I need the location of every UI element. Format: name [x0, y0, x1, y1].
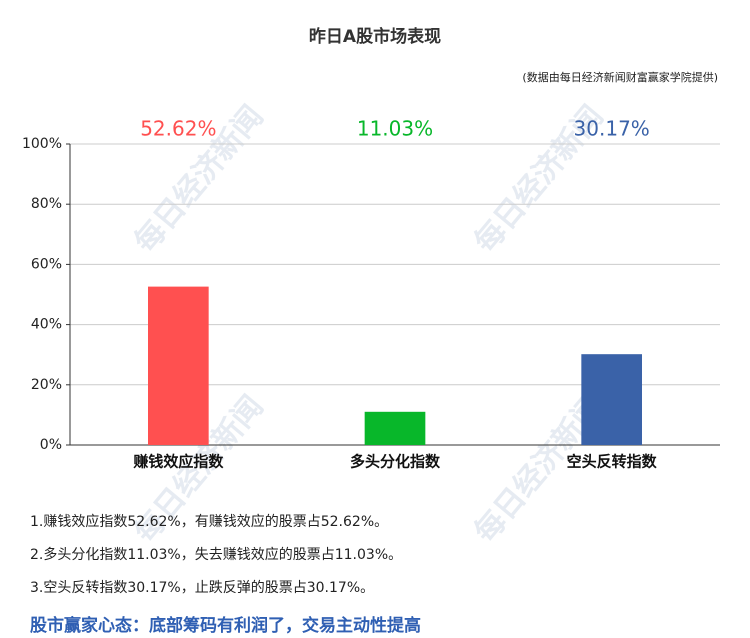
bar	[148, 286, 209, 445]
x-tick-label: 多头分化指数	[350, 453, 441, 471]
conclusion: 股市赢家心态：底部筹码有利润了，交易主动性提高	[30, 615, 421, 636]
x-tick-label: 赚钱效应指数	[132, 453, 224, 471]
note: 3.空头反转指数30.17%，止跌反弹的股票占30.17%。	[30, 580, 374, 596]
y-tick-label: 60%	[31, 256, 62, 272]
note: 1.赚钱效应指数52.62%，有赚钱效应的股票占52.62%。	[30, 513, 388, 530]
value-label: 11.03%	[357, 117, 433, 141]
value-label: 30.17%	[574, 117, 650, 141]
chart-title: 昨日A股市场表现	[309, 26, 441, 47]
value-label: 52.62%	[140, 117, 216, 141]
x-tick-label: 空头反转指数	[567, 453, 658, 471]
y-tick-label: 100%	[22, 136, 62, 152]
bar	[581, 354, 642, 445]
note: 2.多头分化指数11.03%，失去赚钱效应的股票占11.03%。	[30, 546, 402, 563]
bar	[364, 411, 426, 445]
y-tick-label: 40%	[31, 317, 62, 333]
y-tick-label: 20%	[31, 377, 62, 393]
chart-subtitle: (数据由每日经济新闻财富赢家学院提供)	[522, 70, 718, 84]
y-tick-label: 0%	[40, 437, 62, 453]
y-tick-label: 80%	[31, 196, 62, 212]
